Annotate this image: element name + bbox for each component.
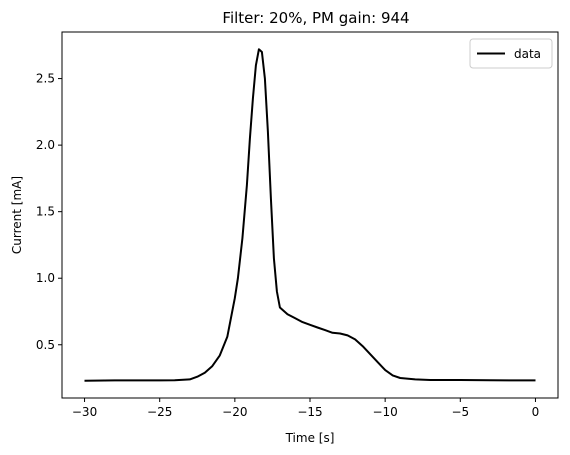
series-line-data: [84, 48, 536, 382]
series-layer: [84, 48, 536, 382]
x-tick-label: 0: [532, 405, 540, 419]
x-tick-label: −5: [451, 405, 469, 419]
x-tick-label: −20: [222, 405, 247, 419]
y-tick-label: 1.0: [36, 271, 55, 285]
x-tick-label: −25: [147, 405, 172, 419]
x-tick-label: −15: [297, 405, 322, 419]
y-axis: 0.5 1.0 1.5 2.0 2.5: [36, 72, 62, 352]
axes-frame: [61, 31, 559, 399]
y-tick-label: 2.0: [36, 138, 55, 152]
y-tick-label: 0.5: [36, 338, 55, 352]
legend: data: [469, 38, 553, 69]
legend-box: [469, 38, 553, 69]
y-tick-label: 1.5: [36, 205, 55, 219]
x-tick-label: −10: [372, 405, 397, 419]
x-tick-label: −30: [72, 405, 97, 419]
y-axis-label: Current [mA]: [10, 176, 24, 254]
legend-label-data: data: [514, 47, 541, 61]
y-tick-label: 2.5: [36, 72, 55, 86]
x-axis: −30 −25 −20 −15 −10 −5 0: [72, 398, 539, 419]
chart-title: Filter: 20%, PM gain: 944: [222, 9, 409, 27]
x-axis-label: Time [s]: [285, 431, 335, 445]
plot-area: [61, 31, 559, 399]
